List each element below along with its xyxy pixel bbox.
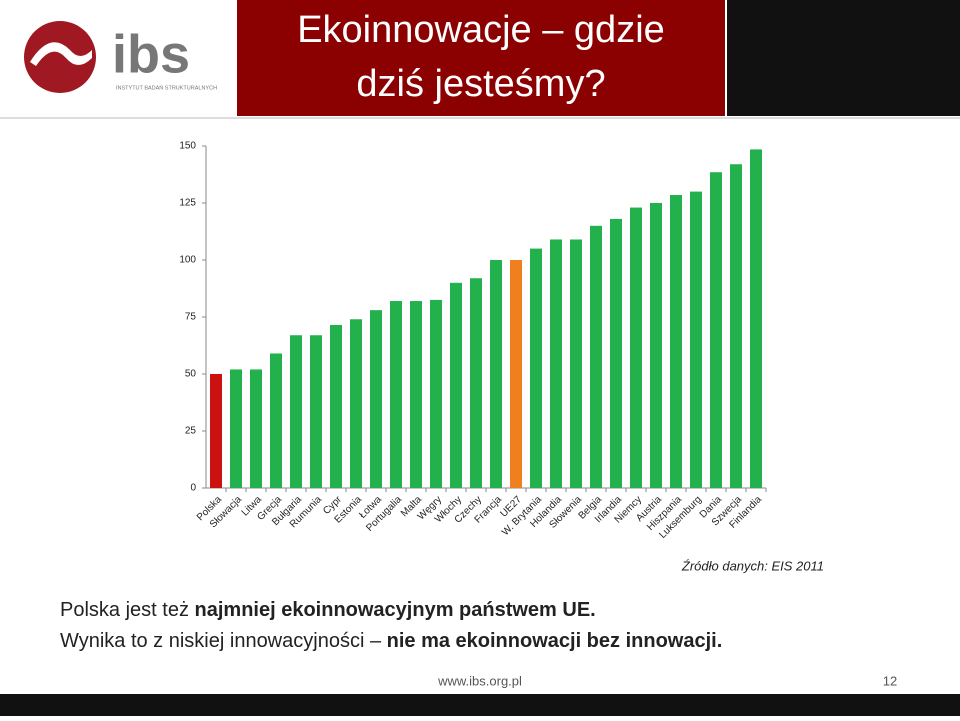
bar	[590, 225, 602, 489]
bar	[750, 149, 762, 489]
bar	[390, 301, 402, 488]
bar	[730, 164, 742, 489]
y-tick-label: 75	[185, 312, 197, 323]
bar	[410, 301, 422, 488]
bar	[550, 239, 562, 488]
bar	[210, 374, 222, 488]
bar	[710, 172, 722, 488]
body-line: Polska jest też najmniej ekoinnowacyjnym…	[60, 599, 596, 621]
bar	[650, 203, 662, 488]
body-line: Wynika to z niskiej innowacyjności – nie…	[60, 630, 722, 652]
logo-swoosh	[30, 42, 92, 66]
y-tick-label: 50	[185, 369, 197, 380]
bar	[230, 369, 242, 488]
bar	[470, 278, 482, 488]
body-text: Polska jest też	[60, 599, 195, 621]
plot: 0255075100125150PolskaSłowacjaLitwaGrecj…	[179, 141, 767, 541]
bar	[450, 282, 462, 488]
source-note: Źródło danych: EIS 2011	[681, 558, 824, 573]
body-bold: nie ma ekoinnowacji bez innowacji.	[387, 630, 723, 652]
body-text: Wynika to z niskiej innowacyjności –	[60, 630, 387, 652]
body-bold: najmniej ekoinnowacyjnym państwem UE.	[195, 599, 596, 621]
logo-text: ibs	[112, 24, 190, 84]
bar	[290, 335, 302, 488]
bar	[510, 260, 522, 488]
page-number: 12	[883, 673, 897, 688]
logo: ibs INSTYTUT BADAŃ STRUKTURALNYCH	[24, 21, 217, 93]
footer-bar	[0, 694, 960, 716]
y-tick-label: 25	[185, 426, 197, 437]
title-line: dziś jesteśmy?	[356, 63, 605, 105]
y-tick-label: 0	[190, 483, 196, 494]
bar	[530, 248, 542, 488]
y-tick-label: 100	[179, 255, 196, 266]
logo-circle	[24, 21, 96, 93]
bar	[330, 324, 342, 488]
bar	[610, 218, 622, 488]
title-band	[237, 0, 725, 116]
bar	[490, 260, 502, 488]
logo-subtext: INSTYTUT BADAŃ STRUKTURALNYCH	[116, 84, 217, 91]
bar	[630, 207, 642, 488]
footer-url: www.ibs.org.pl	[437, 673, 522, 688]
bar	[310, 335, 322, 488]
bar	[270, 353, 282, 488]
bar	[430, 299, 442, 488]
bar	[350, 319, 362, 488]
title-line: Ekoinnowacje – gdzie	[297, 9, 665, 51]
bar	[250, 369, 262, 488]
bar	[690, 191, 702, 488]
bar	[670, 195, 682, 488]
y-tick-label: 150	[179, 141, 196, 152]
bar	[370, 310, 382, 488]
bar	[570, 239, 582, 488]
y-tick-label: 125	[179, 198, 196, 209]
dark-box	[727, 0, 960, 116]
